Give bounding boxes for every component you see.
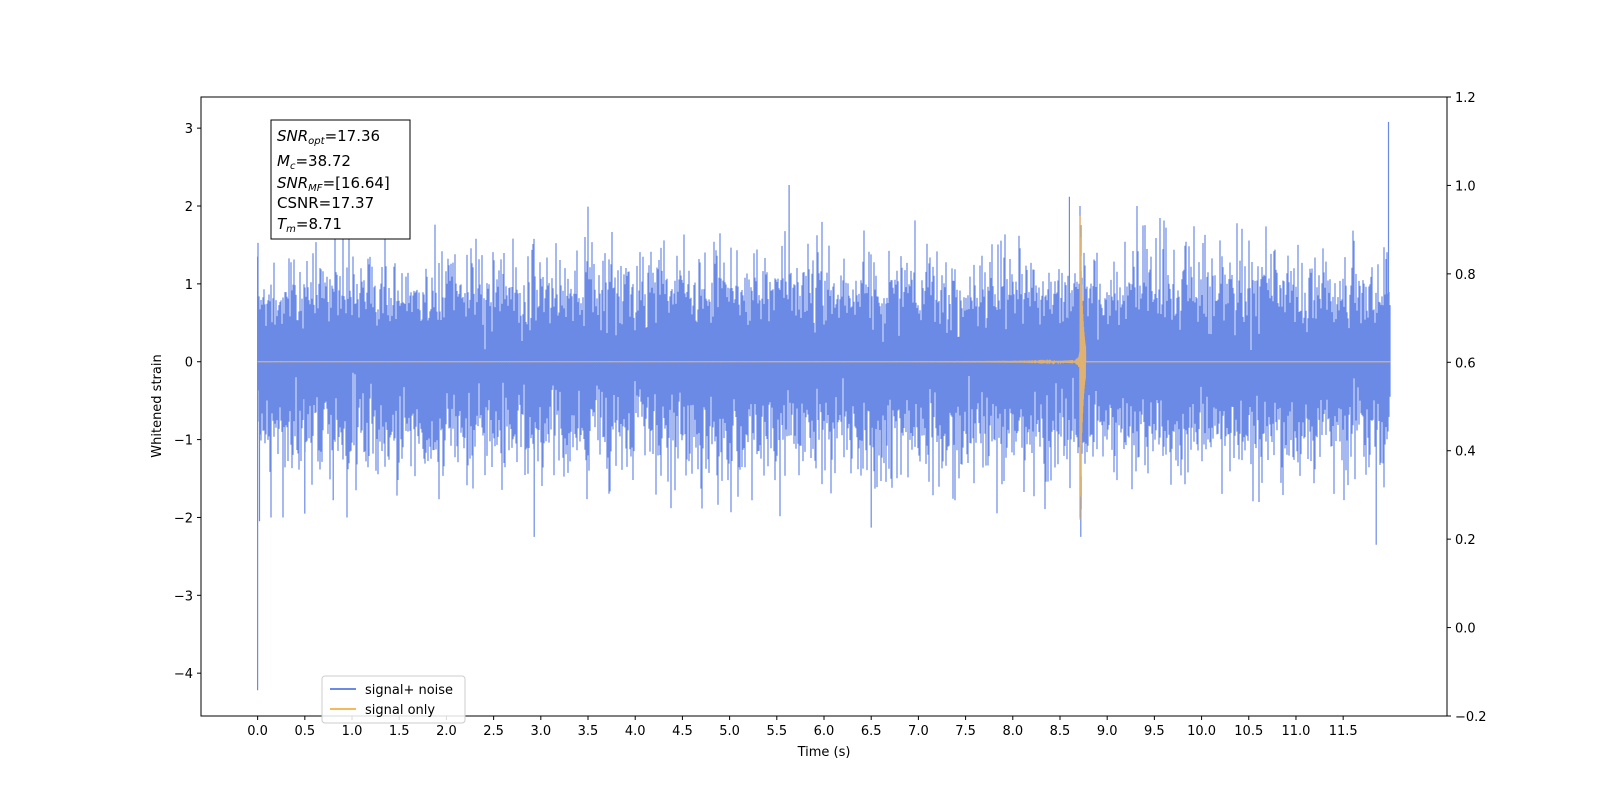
- legend: signal+ noise signal only: [321, 675, 466, 724]
- y2-axis-ticks: 1.2 1.0 0.8 0.6 0.4 0.2 0.0 −0.2: [1447, 91, 1487, 725]
- x-tick-label: 9.5: [1144, 724, 1165, 739]
- y2-tick-label: 0.0: [1455, 622, 1476, 637]
- y2-tick-label: 0.2: [1455, 533, 1476, 548]
- x-tick-label: 3.0: [530, 724, 551, 739]
- x-tick-label: 0.5: [294, 724, 315, 739]
- y2-tick-label: 0.8: [1455, 268, 1476, 283]
- x-tick-label: 7.0: [908, 724, 929, 739]
- legend-label-signal-only: signal only: [365, 703, 435, 718]
- x-tick-label: 1.5: [389, 724, 410, 739]
- x-tick-label: 5.0: [719, 724, 740, 739]
- x-tick-label: 0.0: [247, 724, 268, 739]
- y2-tick-label: 0.6: [1455, 356, 1476, 371]
- x-tick-label: 11.5: [1329, 724, 1358, 739]
- info-mc: Mc=38.72: [277, 152, 351, 172]
- x-tick-label: 2.0: [436, 724, 457, 739]
- signal-noise-series: [257, 121, 1391, 691]
- x-tick-label: 3.5: [578, 724, 599, 739]
- y-tick-label: −2: [174, 511, 193, 526]
- x-tick-label: 8.0: [1002, 724, 1023, 739]
- x-tick-label: 10.0: [1187, 724, 1216, 739]
- y-axis-ticks: 3 2 1 0 −1 −2 −3 −4: [174, 122, 201, 682]
- info-tm: Tm=8.71: [277, 215, 342, 235]
- info-csnr: CSNR=17.37: [277, 194, 374, 212]
- x-tick-label: 6.0: [814, 724, 835, 739]
- signal-only-series: [257, 215, 1391, 520]
- x-tick-label: 2.5: [483, 724, 504, 739]
- y-tick-label: 3: [185, 122, 193, 137]
- x-tick-label: 1.0: [342, 724, 363, 739]
- y-tick-label: −1: [174, 434, 193, 449]
- x-tick-label: 5.5: [766, 724, 787, 739]
- x-tick-label: 6.5: [861, 724, 882, 739]
- y2-tick-label: 1.2: [1455, 91, 1476, 106]
- legend-frame: [321, 675, 466, 724]
- x-tick-label: 9.0: [1097, 724, 1118, 739]
- signal-only-line: [257, 215, 1391, 520]
- y-tick-label: 0: [185, 356, 193, 371]
- info-snr-opt: SNRopt=17.36: [277, 127, 380, 147]
- info-box-frame: [270, 119, 411, 240]
- x-axis-ticks: 0.0 0.5 1.0 1.5 2.0 2.5 3.0 3.5 4.0 4.5 5.0 5.5 6.0 6…: [247, 716, 1358, 739]
- x-tick-label: 10.5: [1234, 724, 1263, 739]
- legend-label-signal-noise: signal+ noise: [365, 683, 453, 698]
- y-axis-label: Whitened strain: [150, 354, 165, 457]
- x-tick-label: 4.0: [625, 724, 646, 739]
- y-tick-label: 1: [185, 278, 193, 293]
- info-snr-mf: SNRMF=[16.64]: [277, 174, 390, 194]
- y2-tick-label: −0.2: [1455, 710, 1487, 725]
- x-axis-label: Time (s): [797, 745, 851, 760]
- x-tick-label: 7.5: [955, 724, 976, 739]
- x-tick-label: 8.5: [1050, 724, 1071, 739]
- info-box: SNRopt=17.36 Mc=38.72 SNRMF=[16.64] CSNR…: [270, 119, 411, 240]
- y2-tick-label: 1.0: [1455, 179, 1476, 194]
- signal-noise-line: [257, 121, 1391, 691]
- y-tick-label: −4: [174, 667, 193, 682]
- y-tick-label: −3: [174, 589, 193, 604]
- x-tick-label: 11.0: [1281, 724, 1310, 739]
- y2-tick-label: 0.4: [1455, 445, 1476, 460]
- x-tick-label: 4.5: [672, 724, 693, 739]
- y-tick-label: 2: [185, 200, 193, 215]
